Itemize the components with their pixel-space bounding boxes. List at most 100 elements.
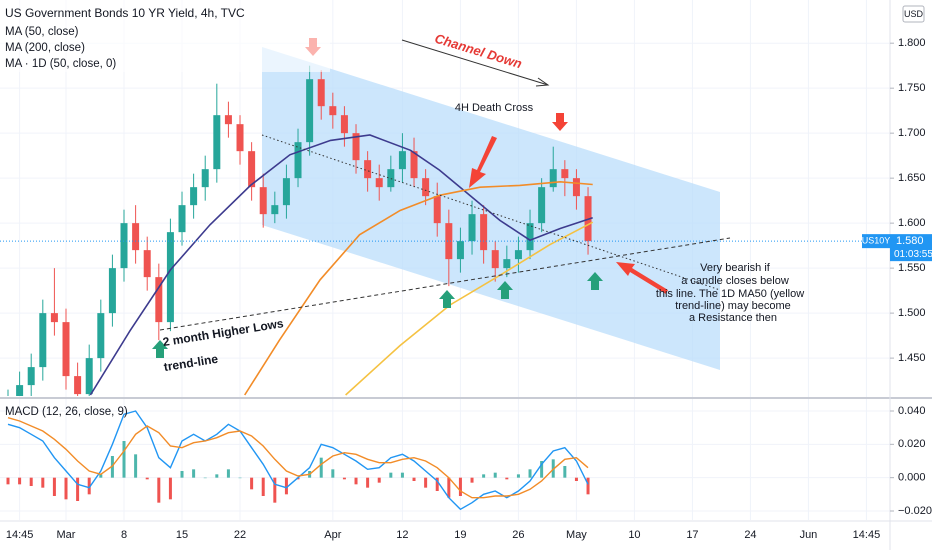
histogram-bar xyxy=(400,472,404,478)
x-tick-label: Jun xyxy=(800,529,818,541)
histogram-bar xyxy=(180,471,184,478)
candle-body xyxy=(549,169,557,188)
histogram-bar xyxy=(528,469,532,478)
histogram-bar xyxy=(354,477,358,485)
currency: USD xyxy=(904,9,924,19)
y-tick-label: 1.550 xyxy=(898,262,926,274)
candle-body xyxy=(224,115,232,125)
x-tick-label: Apr xyxy=(324,529,341,541)
histogram-bar xyxy=(6,477,10,485)
y-tick-label: −0.020 xyxy=(898,505,932,517)
histogram-bar xyxy=(458,477,462,496)
legend-entry: MA (50, close) xyxy=(5,26,79,38)
histogram-bar xyxy=(145,477,149,480)
x-tick-label: 24 xyxy=(744,529,756,541)
y-tick-label: 0.000 xyxy=(898,472,926,484)
candle-body xyxy=(398,151,406,170)
histogram-bar xyxy=(203,477,207,479)
histogram-bar xyxy=(377,477,381,483)
histogram-bar xyxy=(226,469,230,478)
candle-body xyxy=(433,196,441,224)
histogram-bar xyxy=(412,477,416,481)
x-tick-label: 26 xyxy=(512,529,524,541)
histogram-bar xyxy=(29,477,33,486)
candle-body xyxy=(468,214,476,242)
histogram-bar xyxy=(586,477,590,495)
histogram-bar xyxy=(563,466,567,478)
candle-body xyxy=(85,358,93,395)
histogram-bar xyxy=(273,477,277,503)
x-tick-label: May xyxy=(566,529,587,541)
last-price-badge xyxy=(890,234,932,262)
histogram-bar xyxy=(261,477,265,496)
candle-body xyxy=(352,133,360,161)
candle-body xyxy=(120,223,128,269)
candle-body xyxy=(572,178,580,197)
candle-body xyxy=(16,385,24,396)
macd-title: MACD (12, 26, close, 9) xyxy=(5,406,128,418)
candle-body xyxy=(201,169,209,188)
candle-body xyxy=(39,313,47,368)
histogram-bar xyxy=(435,477,439,491)
last-price-label: 1.580 xyxy=(896,235,924,247)
candle-body xyxy=(514,250,522,260)
candle-body xyxy=(387,169,395,188)
candle-body xyxy=(340,115,348,134)
trend-line-dotted xyxy=(261,134,721,291)
y-tick-label: 0.040 xyxy=(898,405,926,417)
cross-label: 4H Death Cross xyxy=(455,102,534,114)
axes-layer: 1.450 1.500 1.550 1.600 1.650 1.700 1.750 1.800… xyxy=(6,37,932,541)
histogram-bar xyxy=(447,477,451,498)
y-tick-label: 1.500 xyxy=(898,307,926,319)
bearish-arrow xyxy=(616,262,668,294)
histogram-bar xyxy=(52,477,56,496)
histogram-bar xyxy=(493,472,497,478)
up-arrow xyxy=(152,340,168,358)
histogram-bar xyxy=(99,474,103,478)
candle-body xyxy=(132,223,140,251)
currency-box[interactable] xyxy=(902,5,925,23)
legend-entry: MA (200, close) xyxy=(5,42,85,54)
y-tick-label: 1.650 xyxy=(898,172,926,184)
candle-body xyxy=(248,151,256,188)
candle-body xyxy=(282,178,290,206)
moving-average xyxy=(345,221,594,396)
histogram-bar xyxy=(250,477,254,490)
histogram-bar xyxy=(238,477,242,479)
candle-body xyxy=(271,205,279,215)
candle-body xyxy=(329,106,337,116)
macd-pane xyxy=(6,410,590,511)
candle-body xyxy=(410,151,418,179)
up-arrow xyxy=(439,290,455,308)
y-tick-label: 1.450 xyxy=(898,352,926,364)
histogram-bar xyxy=(18,477,22,485)
bearish-note: Very bearish if xyxy=(700,262,771,274)
candle-body xyxy=(27,367,35,386)
bearish-note: a candle closes below xyxy=(681,275,789,287)
histogram-bar xyxy=(342,477,346,480)
candle-body xyxy=(445,223,453,260)
y-tick-label: 1.600 xyxy=(898,217,926,229)
y-tick-label: 0.020 xyxy=(898,438,926,450)
legend-backdrop xyxy=(0,0,330,72)
x-tick-label: 22 xyxy=(234,529,246,541)
candle-body xyxy=(178,205,186,233)
countdown: 01:03:55 xyxy=(894,249,932,260)
up-arrow xyxy=(587,272,603,290)
histogram-bar xyxy=(134,454,138,478)
candle-body xyxy=(74,376,82,395)
histogram-bar xyxy=(424,477,428,488)
candle-body xyxy=(97,313,105,359)
histogram-bar xyxy=(516,474,520,478)
candle-body xyxy=(561,169,569,179)
candle-body xyxy=(375,178,383,188)
candle-body xyxy=(422,178,430,197)
histogram-bar xyxy=(87,477,91,495)
candle-body xyxy=(190,187,198,206)
histogram-bar xyxy=(215,474,219,478)
histogram-bar xyxy=(540,461,544,478)
candle-body xyxy=(364,160,372,179)
candle-body xyxy=(456,241,464,260)
histogram-bar xyxy=(122,441,126,478)
